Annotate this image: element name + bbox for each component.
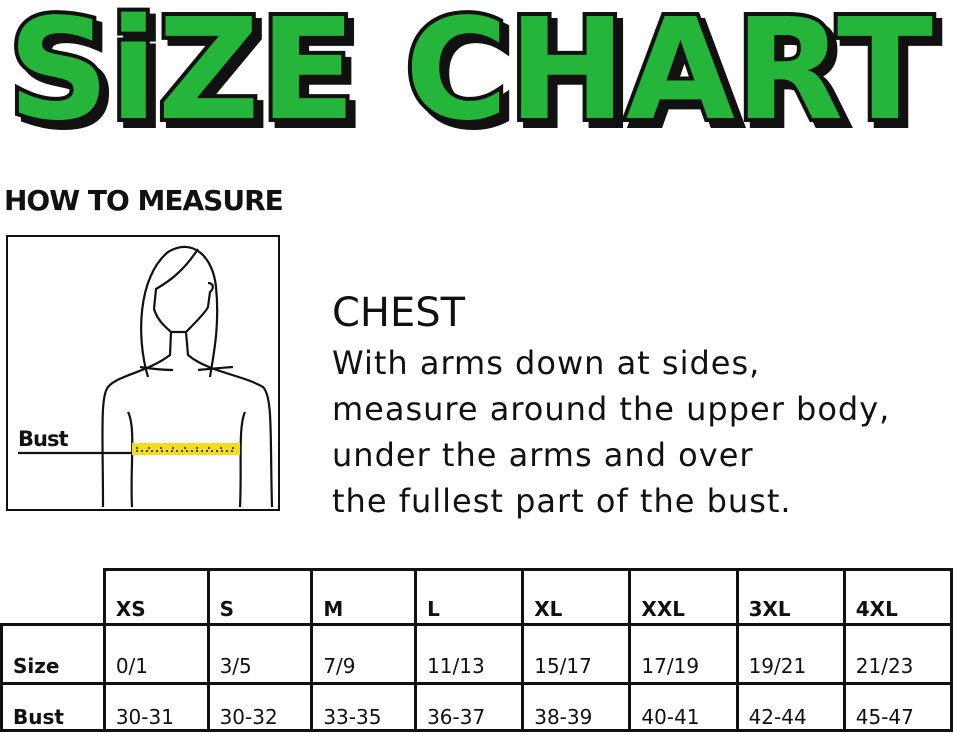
measuring-tape	[132, 443, 240, 455]
instruction-line: measure around the upper body,	[332, 390, 891, 428]
table-row: Bust 30-31 30-32 33-35 36-37 38-39 40-41…	[0, 682, 953, 732]
instruction-line: With arms down at sides,	[332, 344, 761, 382]
column-header: 3XL	[735, 568, 846, 626]
row-label: Bust	[0, 682, 106, 732]
table-cell: 7/9	[310, 623, 418, 685]
measure-figure: Bust	[6, 235, 280, 511]
column-header: S	[206, 568, 314, 626]
chest-heading: CHEST	[332, 290, 466, 336]
table-cell: 15/17	[521, 623, 632, 685]
title-text: SiZE CHART	[8, 0, 933, 152]
instruction-line: under the arms and over	[332, 436, 754, 474]
table-header-row: XS S M L XL XXL 3XL 4XL	[1, 568, 953, 626]
how-to-measure-heading: HOW TO MEASURE	[4, 184, 284, 217]
corner-cell	[1, 569, 106, 626]
table-cell: 30-32	[206, 682, 314, 732]
instruction-line: the fullest part of the bust.	[332, 482, 792, 520]
table-cell: 38-39	[521, 682, 632, 732]
size-chart-title: SiZE CHART	[4, 0, 937, 156]
table-cell: 3/5	[206, 623, 314, 685]
bust-label: Bust	[18, 427, 68, 451]
row-label: Size	[0, 623, 106, 685]
table-cell: 11/13	[414, 623, 525, 685]
table-cell: 36-37	[414, 682, 525, 732]
table-cell: 21/23	[842, 623, 953, 685]
table-cell: 0/1	[102, 623, 210, 685]
size-table: XS S M L XL XXL 3XL 4XL Size 0/1 3/5 7/9…	[0, 568, 953, 732]
chest-instructions: With arms down at sides, measure around …	[332, 340, 890, 524]
table-cell: 42-44	[735, 682, 846, 732]
table-cell: 45-47	[842, 682, 953, 732]
column-header: L	[414, 568, 525, 626]
woman-silhouette-icon	[18, 245, 274, 508]
column-header: 4XL	[842, 568, 953, 626]
column-header: XXL	[628, 568, 739, 626]
table-cell: 30-31	[102, 682, 210, 732]
column-header: M	[310, 568, 418, 626]
table-cell: 19/21	[735, 623, 846, 685]
table-row: Size 0/1 3/5 7/9 11/13 15/17 17/19 19/21…	[0, 623, 953, 685]
column-header: XS	[102, 568, 210, 626]
table-cell: 33-35	[310, 682, 418, 732]
table-cell: 40-41	[628, 682, 739, 732]
column-header: XL	[521, 568, 632, 626]
table-cell: 17/19	[628, 623, 739, 685]
